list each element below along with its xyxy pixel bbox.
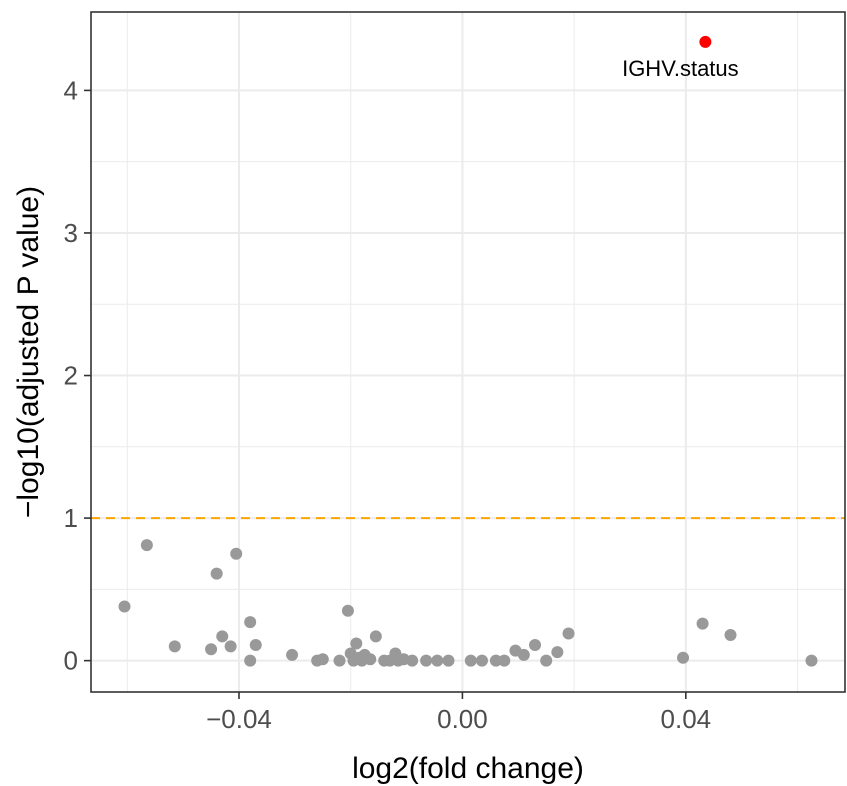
data-point [216,630,229,643]
data-point [205,643,218,656]
data-points [118,539,818,667]
y-tick-label: 1 [64,503,78,533]
data-point [168,640,181,653]
x-tick-label: 0.04 [661,704,712,734]
data-point [364,653,377,666]
x-tick-label: −0.04 [206,704,272,734]
y-tick-label: 0 [64,646,78,676]
panel-border [90,11,846,693]
data-point [140,539,153,552]
minor-gridlines [91,12,845,692]
data-point [724,628,737,641]
data-point [562,627,575,640]
data-point [489,654,502,667]
data-point [350,637,363,650]
data-point [498,654,511,667]
data-point [341,604,354,617]
data-point [230,547,243,560]
data-point [333,654,346,667]
y-tick-label: 2 [64,361,78,391]
data-point [406,654,419,667]
data-point [529,638,542,651]
data-point [249,638,262,651]
data-point [677,651,690,664]
data-point [805,654,818,667]
data-point [420,654,433,667]
data-point [696,617,709,630]
data-point [369,630,382,643]
y-tick-label: 3 [64,218,78,248]
x-axis-title: log2(fold change) [352,752,584,785]
y-tick-label: 4 [64,75,78,105]
point-annotation-label: IGHV.status [622,56,739,81]
data-point [517,648,530,661]
data-point [224,640,237,653]
data-point [118,600,131,613]
highlighted-points: IGHV.status [622,35,739,81]
x-axis-ticks: −0.04 0.00 0.04 [206,692,711,734]
y-axis-title: −log10(adjusted P value) [12,186,45,518]
y-axis-ticks: 0 1 2 3 4 [64,75,91,676]
highlighted-point [699,35,712,48]
data-point [286,648,299,661]
data-point [540,654,553,667]
data-point [442,654,455,667]
data-point [431,654,444,667]
data-point [244,654,257,667]
major-gridlines [91,12,845,692]
data-point [316,653,329,666]
panel-background [91,12,845,692]
data-point [244,616,257,629]
data-point [551,646,564,659]
data-point [464,654,477,667]
x-tick-label: 0.00 [437,704,488,734]
data-point [210,567,223,580]
data-point [475,654,488,667]
